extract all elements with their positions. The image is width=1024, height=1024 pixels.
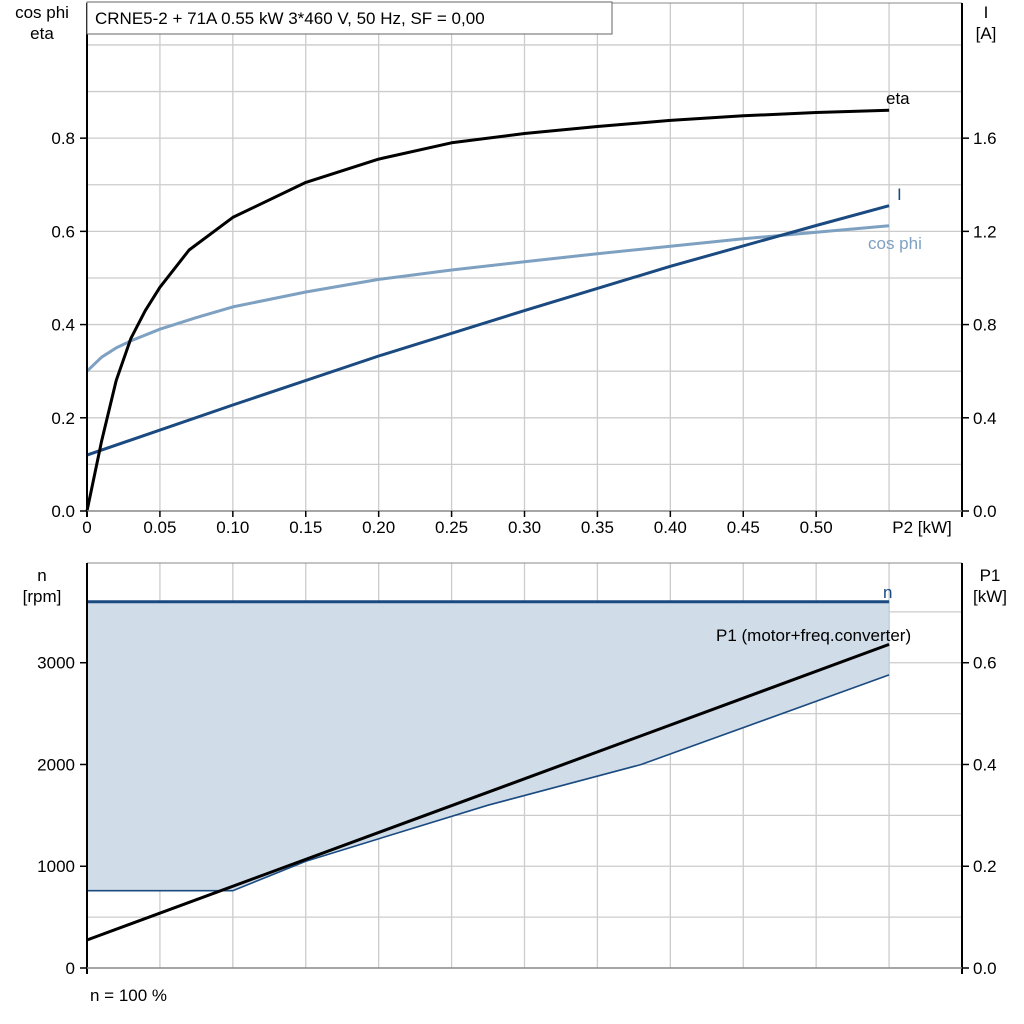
axes: 0.0 0.2 0.4 0.6 0.8 0.0 0.4 0.8 1.2 1.6 0 0.05 0.10 0… [37, 2, 997, 978]
series-line-eta [85, 108, 890, 512]
y-tick-label-left: 2000 [37, 755, 75, 774]
title-box: CRNE5-2 + 71A 0.55 kW 3*460 V, 50 Hz, SF… [86, 1, 613, 35]
x-tick-label: 0 [82, 518, 91, 537]
left-axis-label-cosphi: cos phi [15, 3, 69, 22]
series-label-eta: eta [886, 89, 910, 108]
left-axis-label-n: n [37, 566, 46, 585]
y-tick-label-right: 1.2 [973, 222, 997, 241]
left-axis-unit-rpm: [rpm] [23, 587, 62, 606]
series-line-p1 [86, 642, 890, 942]
left-axis-label-eta: eta [30, 24, 54, 43]
y-tick-label-right: 0.0 [973, 959, 997, 978]
right-axis-label-P1: P1 [980, 566, 1001, 585]
x-tick-label: 0.20 [362, 518, 395, 537]
x-tick-label: 0.10 [216, 518, 249, 537]
x-axis-label: P2 [kW] [892, 518, 952, 537]
chart-title: CRNE5-2 + 71A 0.55 kW 3*460 V, 50 Hz, SF… [95, 9, 485, 28]
x-tick-label: 0.40 [654, 518, 687, 537]
y-tick-label-left: 0 [66, 959, 75, 978]
series-label-n: n [883, 583, 892, 602]
x-tick-label: 0.45 [727, 518, 760, 537]
series-line-n-min [87, 674, 890, 892]
x-tick-label: 0.05 [143, 518, 176, 537]
footnote: n = 100 % [90, 986, 167, 1005]
chart-marks [85, 108, 890, 942]
grid-top [87, 3, 962, 511]
series-line-cos-phi [85, 224, 890, 373]
x-tick-label: 0.15 [289, 518, 322, 537]
y-tick-label-right: 0.2 [973, 857, 997, 876]
y-tick-label-right: 1.6 [973, 129, 997, 148]
series-line-i [86, 204, 890, 457]
y-tick-label-right: 0.4 [973, 755, 997, 774]
right-axis-unit-A: [A] [976, 24, 997, 43]
series-label-cos-phi: cos phi [868, 234, 922, 253]
y-tick-label-left: 3000 [37, 654, 75, 673]
y-tick-label-left: 1000 [37, 857, 75, 876]
y-tick-label-right: 0.8 [973, 316, 997, 335]
x-tick-label: 0.35 [581, 518, 614, 537]
y-tick-label-right: 0.6 [973, 654, 997, 673]
y-tick-label-left: 0.0 [51, 502, 75, 521]
y-tick-label-left: 0.2 [51, 409, 75, 428]
series-label-I: I [897, 185, 902, 204]
y-tick-label-left: 0.8 [51, 129, 75, 148]
operating-range-area [87, 601, 890, 891]
y-tick-label-left: 0.6 [51, 222, 75, 241]
right-axis-unit-kW: [kW] [973, 587, 1007, 606]
series-label-P1: P1 (motor+freq.converter) [716, 626, 911, 645]
y-tick-label-right: 0.0 [973, 502, 997, 521]
x-tick-label: 0.25 [435, 518, 468, 537]
y-tick-label-right: 0.4 [973, 409, 997, 428]
y-tick-label-left: 0.4 [51, 316, 75, 335]
x-tick-label: 0.30 [508, 518, 541, 537]
x-tick-label: 0.50 [800, 518, 833, 537]
right-axis-label-I: I [984, 3, 989, 22]
